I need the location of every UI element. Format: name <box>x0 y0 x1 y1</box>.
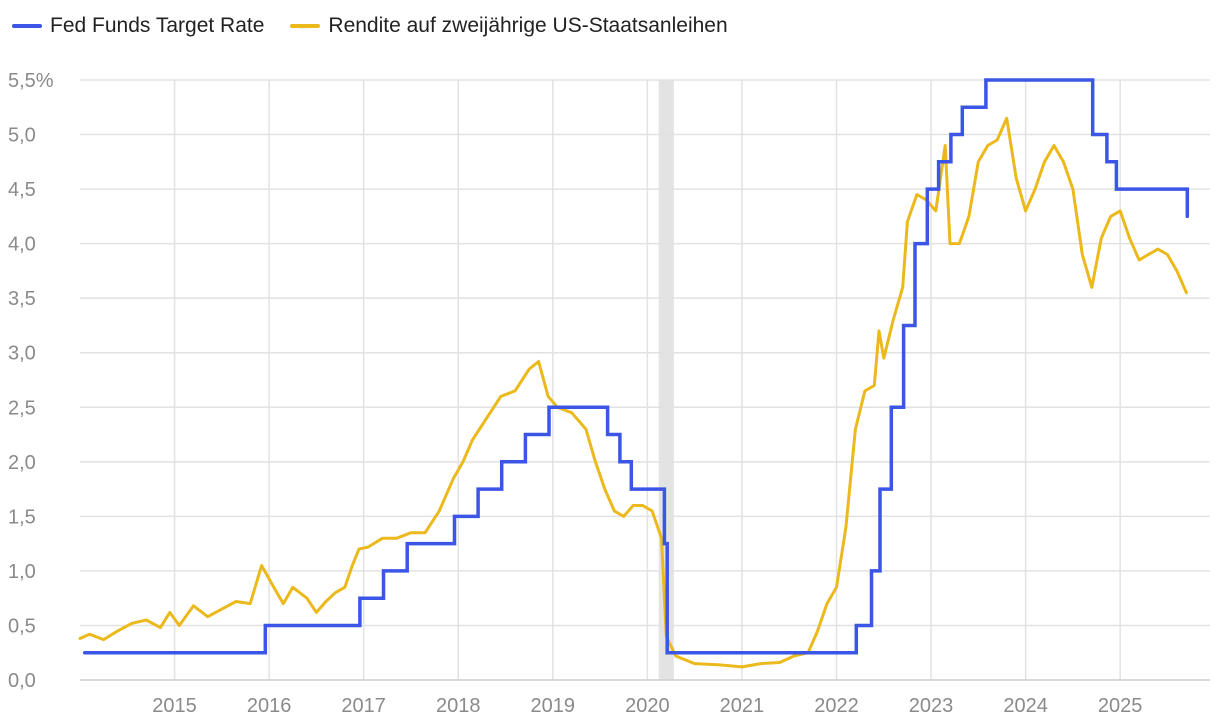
shaded-period-0 <box>658 80 674 680</box>
y-tick-label: 5,0 <box>8 125 36 147</box>
x-tick-label: 2021 <box>720 695 765 717</box>
y-tick-label: 4,0 <box>8 234 36 256</box>
x-tick-label: 2017 <box>341 695 386 717</box>
x-tick-label: 2020 <box>625 695 670 717</box>
x-tick-label: 2016 <box>247 695 292 717</box>
legend-swatch-treasury-yield <box>290 24 321 28</box>
y-tick-label: 2,0 <box>8 452 36 474</box>
series-layer <box>78 78 1190 669</box>
x-tick-label: 2019 <box>531 695 576 717</box>
shaded-period-layer <box>658 80 674 680</box>
fed-funds-rate-line <box>82 78 1190 655</box>
y-tick-label: 4,5 <box>8 179 36 201</box>
y-tick-label: 1,0 <box>8 561 36 583</box>
y-tick-label: 1,5 <box>8 506 36 528</box>
legend-label-fed-funds: Fed Funds Target Rate <box>50 14 265 37</box>
y-tick-label: 0,0 <box>8 670 36 692</box>
axis-layer: 0,0 0,5 1,0 1,5 2,0 2,5 3,0 3,5 4,0 4,5 5,0 5,5% 201… <box>8 70 1210 717</box>
x-tick-label: 2015 <box>152 695 197 717</box>
treasury-yield-line <box>78 116 1188 669</box>
y-tick-label: 5,5% <box>8 70 54 92</box>
legend-item-fed-funds: Fed Funds Target Rate <box>12 14 264 38</box>
y-tick-label: 3,0 <box>8 343 36 365</box>
y-tick-label: 0,5 <box>8 615 36 637</box>
x-tick-label: 2018 <box>436 695 481 717</box>
x-tick-label: 2023 <box>909 695 954 717</box>
y-tick-label: 2,5 <box>8 397 36 419</box>
legend-label-treasury-yield: Rendite auf zweijährige US-Staatsanleihe… <box>328 14 728 37</box>
legend-item-treasury-yield: Rendite auf zweijährige US-Staatsanleihe… <box>290 14 728 38</box>
y-tick-label: 3,5 <box>8 288 36 310</box>
x-tick-label: 2025 <box>1098 695 1143 717</box>
legend: Fed Funds Target Rate Rendite auf zweijä… <box>12 14 728 38</box>
x-tick-label: 2024 <box>1003 695 1048 717</box>
legend-swatch-fed-funds <box>12 24 42 28</box>
x-tick-label: 2022 <box>814 695 859 717</box>
